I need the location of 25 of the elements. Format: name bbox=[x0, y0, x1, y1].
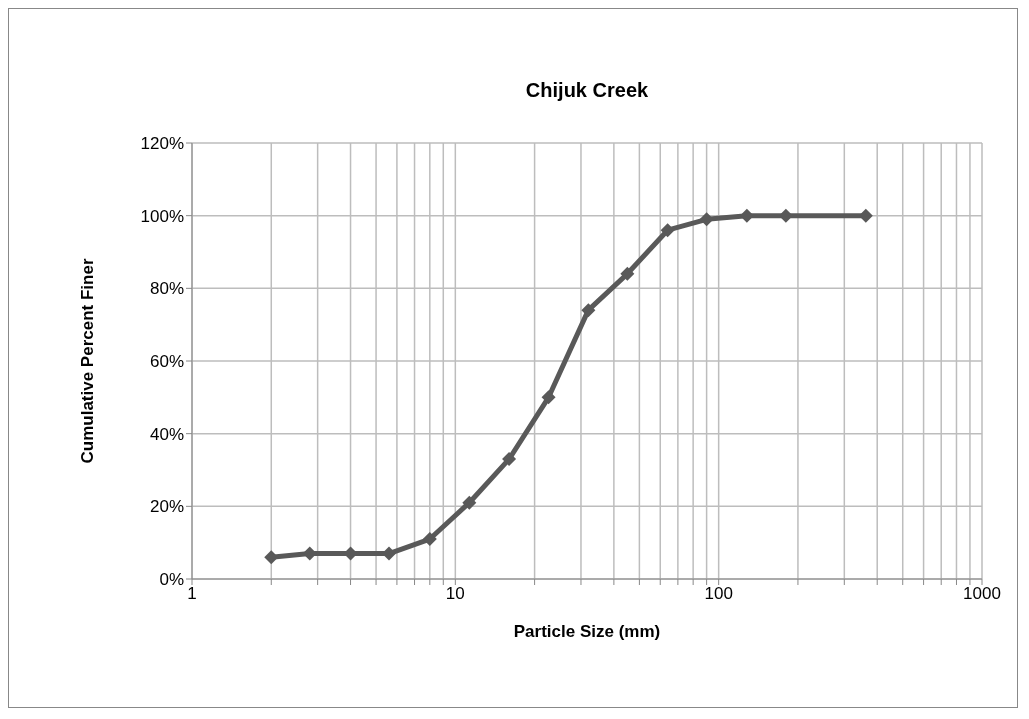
y-tick-label: 80% bbox=[149, 279, 184, 299]
point bbox=[581, 303, 596, 318]
point bbox=[264, 550, 279, 565]
point bbox=[660, 223, 675, 238]
y-tick-label: 60% bbox=[149, 352, 184, 372]
point bbox=[541, 390, 556, 405]
point bbox=[502, 452, 517, 467]
x-tick-label: 10 bbox=[445, 584, 465, 604]
y-tick-label: 100% bbox=[140, 206, 184, 226]
y-tick-label: 40% bbox=[149, 424, 184, 444]
x-axis-title: Particle Size (mm) bbox=[513, 622, 661, 641]
chart-title: Chijuk Creek bbox=[524, 79, 650, 102]
point bbox=[739, 208, 754, 223]
x-tick-label: 1 bbox=[187, 584, 197, 604]
point bbox=[620, 266, 635, 281]
point bbox=[422, 532, 437, 547]
y-tick-label: 20% bbox=[149, 497, 184, 517]
point bbox=[699, 212, 714, 227]
point bbox=[382, 546, 397, 561]
y-tick-label: 0% bbox=[159, 570, 184, 590]
y-tick-label: 120% bbox=[140, 134, 184, 154]
point bbox=[462, 495, 477, 510]
x-tick-label: 100 bbox=[704, 584, 733, 604]
x-tick-label: 1000 bbox=[963, 584, 1001, 604]
y-axis-title: Cumulative Percent Finer bbox=[78, 258, 98, 464]
